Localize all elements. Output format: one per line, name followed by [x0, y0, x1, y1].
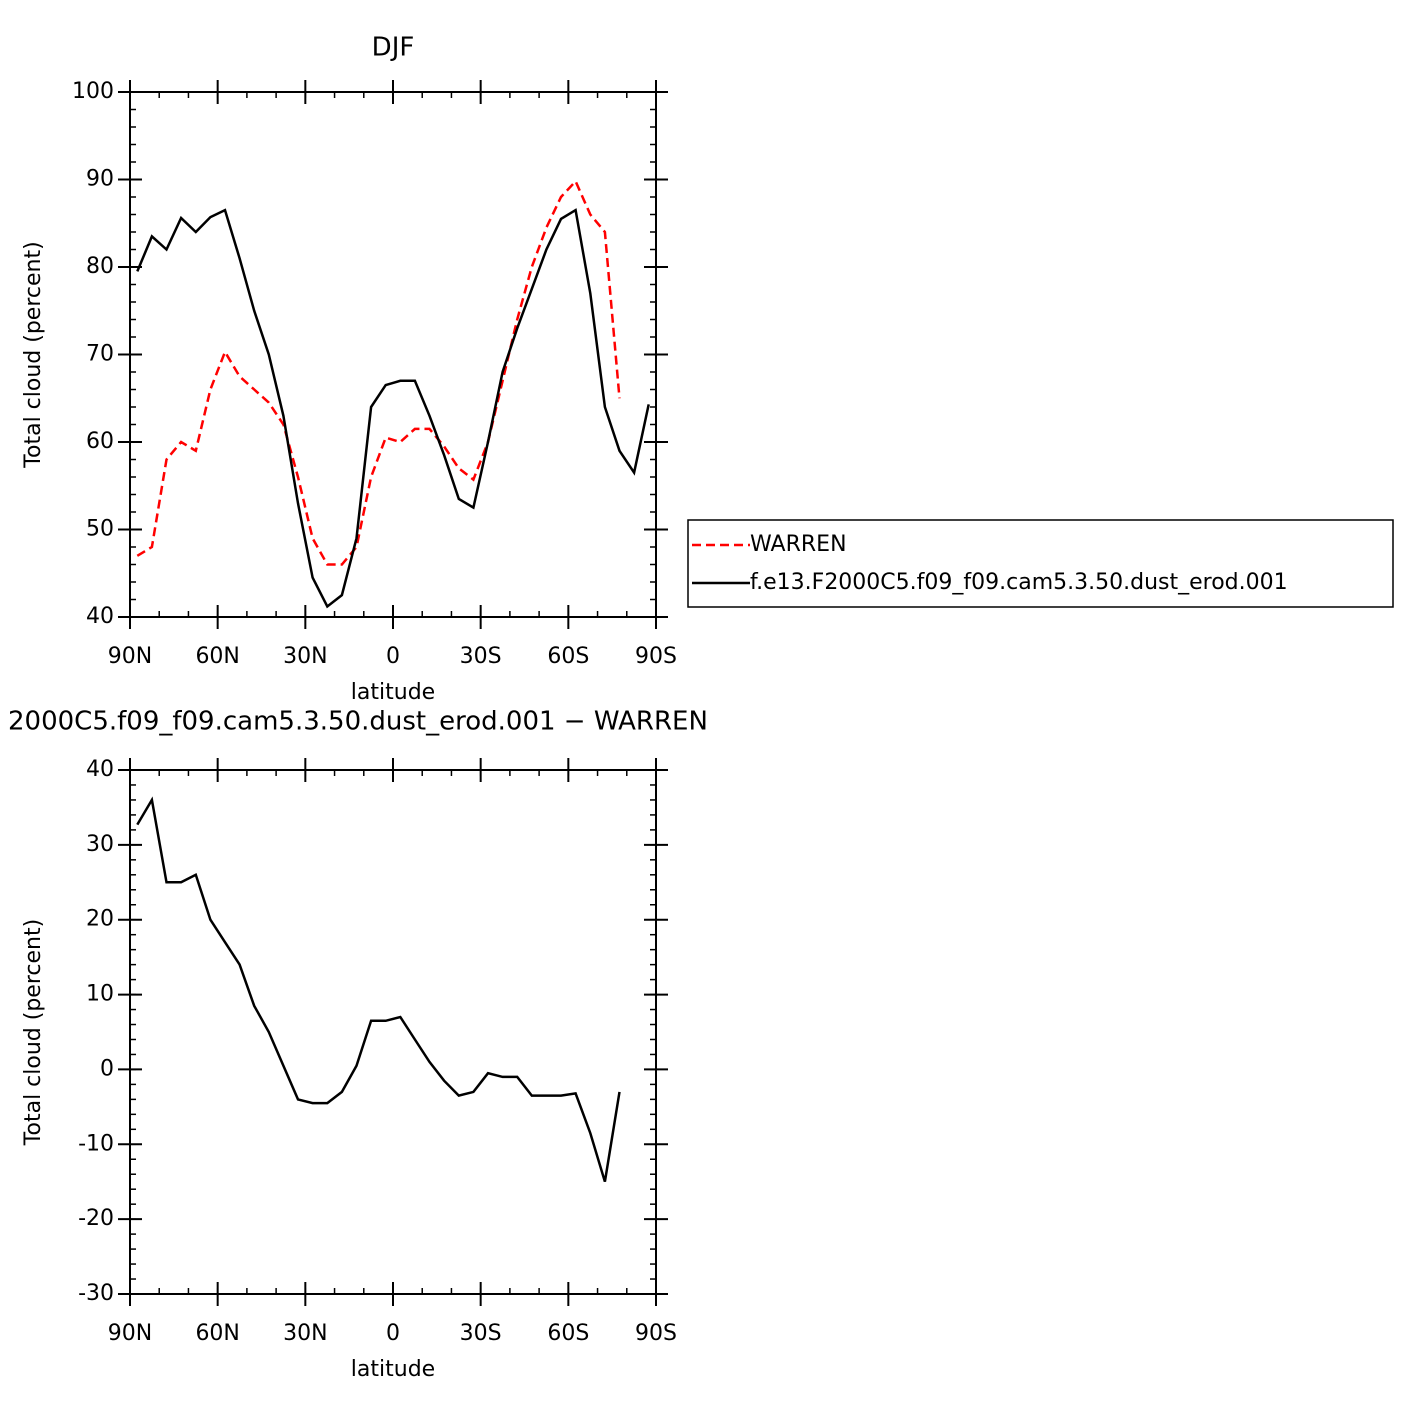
x-tick-label: 90N [108, 1321, 152, 1346]
chart-title: DJF [372, 33, 415, 63]
x-tick-label: 60N [195, 1321, 239, 1346]
chart-title: 2000C5.f09_f09.cam5.3.50.dust_erod.001 −… [8, 707, 708, 737]
y-tick-label: -30 [78, 1281, 114, 1306]
y-tick-label: -10 [78, 1131, 114, 1156]
x-tick-label: 30N [283, 1321, 327, 1346]
x-tick-label: 90S [635, 644, 677, 669]
y-tick-label: 40 [86, 604, 114, 629]
y-tick-label: 100 [72, 79, 114, 104]
legend-label: WARREN [750, 532, 847, 557]
y-axis-label: Total cloud (percent) [21, 241, 46, 468]
x-tick-label: 30S [460, 644, 502, 669]
x-tick-label: 30S [460, 1321, 502, 1346]
plot-frame [129, 91, 657, 618]
x-tick-label: 90S [635, 1321, 677, 1346]
series-line [136, 179, 621, 566]
y-tick-label: 20 [86, 907, 114, 932]
x-axis-label: latitude [351, 680, 435, 705]
x-tick-label: 0 [386, 1321, 400, 1346]
x-tick-label: 60S [547, 644, 589, 669]
x-tick-label: 60S [547, 1321, 589, 1346]
y-tick-label: 10 [86, 982, 114, 1007]
y-tick-label: 80 [86, 254, 114, 279]
y-tick-label: 60 [86, 429, 114, 454]
series-line [136, 796, 621, 1183]
y-tick-label: 70 [86, 342, 114, 367]
y-tick-label: -20 [78, 1206, 114, 1231]
x-axis-label: latitude [351, 1357, 435, 1382]
x-tick-label: 30N [283, 644, 327, 669]
y-tick-label: 30 [86, 832, 114, 857]
y-tick-label: 50 [86, 517, 114, 542]
y-tick-label: 40 [86, 757, 114, 782]
plot-frame [129, 769, 657, 1295]
x-tick-label: 60N [195, 644, 239, 669]
legend-box [687, 519, 1394, 608]
x-tick-label: 0 [386, 644, 400, 669]
y-tick-label: 0 [100, 1056, 114, 1081]
y-tick-label: 90 [86, 167, 114, 192]
series-line [136, 208, 650, 609]
y-axis-label: Total cloud (percent) [21, 919, 46, 1146]
x-tick-label: 90N [108, 644, 152, 669]
legend-label: f.e13.F2000C5.f09_f09.cam5.3.50.dust_ero… [750, 570, 1288, 595]
